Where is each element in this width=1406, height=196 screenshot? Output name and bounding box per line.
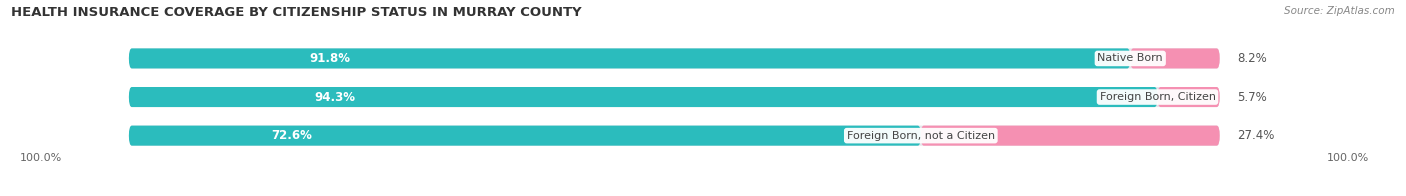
FancyBboxPatch shape [129, 126, 921, 146]
Text: 72.6%: 72.6% [271, 129, 312, 142]
Text: 8.2%: 8.2% [1237, 52, 1267, 65]
FancyBboxPatch shape [129, 48, 1130, 68]
Text: Foreign Born, Citizen: Foreign Born, Citizen [1099, 92, 1216, 102]
FancyBboxPatch shape [129, 87, 1220, 107]
FancyBboxPatch shape [1130, 48, 1220, 68]
FancyBboxPatch shape [129, 126, 1220, 146]
Text: HEALTH INSURANCE COVERAGE BY CITIZENSHIP STATUS IN MURRAY COUNTY: HEALTH INSURANCE COVERAGE BY CITIZENSHIP… [11, 6, 582, 19]
Text: 91.8%: 91.8% [309, 52, 350, 65]
FancyBboxPatch shape [129, 48, 1220, 68]
FancyBboxPatch shape [129, 87, 1157, 107]
Text: 100.0%: 100.0% [20, 153, 62, 163]
Text: 100.0%: 100.0% [1327, 153, 1369, 163]
Text: 94.3%: 94.3% [314, 91, 356, 103]
Text: 27.4%: 27.4% [1237, 129, 1274, 142]
Text: Foreign Born, not a Citizen: Foreign Born, not a Citizen [846, 131, 995, 141]
Text: 5.7%: 5.7% [1237, 91, 1267, 103]
Text: Source: ZipAtlas.com: Source: ZipAtlas.com [1284, 6, 1395, 16]
Text: Native Born: Native Born [1098, 54, 1163, 64]
FancyBboxPatch shape [921, 126, 1220, 146]
FancyBboxPatch shape [1157, 87, 1220, 107]
